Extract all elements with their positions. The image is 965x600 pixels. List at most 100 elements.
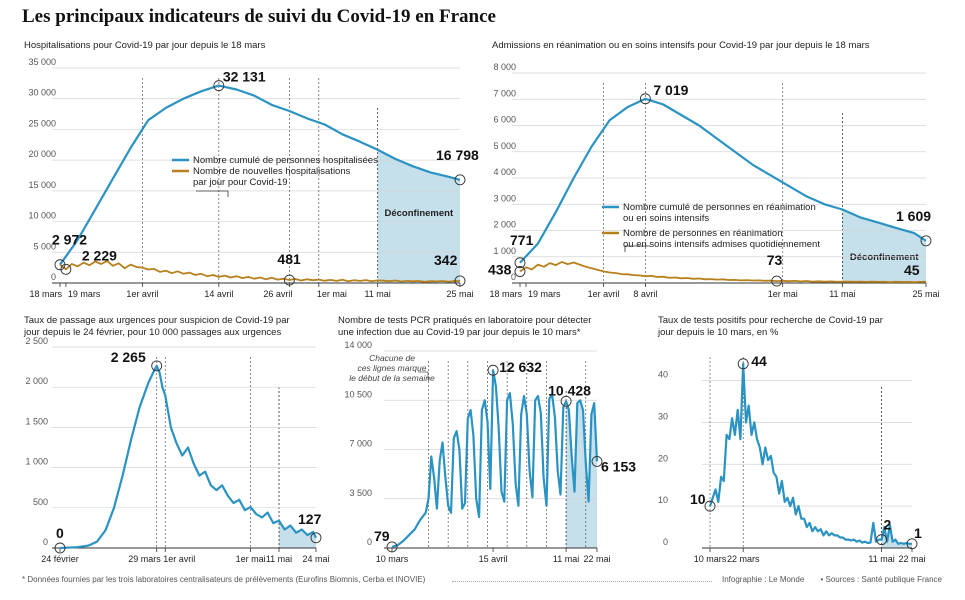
rea-deconfinement-area — [842, 209, 926, 283]
pcr-callout-label: 12 632 — [499, 359, 542, 375]
rea-xtick-label: 18 mars — [489, 289, 522, 299]
footer-credit: Infographie : Le Monde — [722, 575, 805, 584]
pos-ytick-label: 40 — [658, 370, 668, 380]
hosp-series-line-0 — [59, 84, 461, 266]
rea-callout-label: 1 609 — [896, 208, 931, 224]
rea-callout-ring — [771, 275, 783, 287]
rea-callout-label: 73 — [767, 252, 783, 268]
hosp-xtick-label: 1er mai — [317, 289, 347, 299]
urg-xtick-label: 1er mai — [236, 554, 266, 564]
hosp-xtick-label: 26 avril — [263, 289, 292, 299]
pos-ytick-label: 20 — [658, 453, 668, 463]
footer-divider — [452, 581, 712, 582]
rea-legend-pointer — [624, 245, 650, 252]
pcr-callout-ring — [386, 541, 398, 553]
hosp-ytick-label: 20 000 — [28, 149, 56, 159]
hosp-callout-label: 342 — [434, 252, 458, 268]
urg-ytick-label: 1 500 — [25, 416, 48, 426]
rea-ytick-label: 3 000 — [493, 193, 516, 203]
rea-xtick-label: 19 mars — [528, 289, 561, 299]
urg-ytick-label: 500 — [33, 497, 48, 507]
hosp-ytick-label: 35 000 — [28, 57, 56, 67]
pcr-callout-label: 79 — [374, 528, 390, 544]
pcr-note-line: le début de la semaine — [349, 373, 435, 383]
urg-xtick-label: 11 mai — [266, 554, 292, 564]
rea-xtick-label: 1er mai — [768, 289, 798, 299]
pos-xtick-label: 11 mai — [868, 554, 894, 564]
rea-callout-label: 771 — [510, 232, 534, 248]
urg-ytick-label: 0 — [43, 537, 48, 547]
footer: * Données fournies par les trois laborat… — [22, 575, 942, 587]
pcr-ytick-label: 7 000 — [349, 439, 372, 449]
urg-callout-label: 127 — [298, 511, 322, 527]
pos-xtick-label: 10 mars — [694, 554, 727, 564]
pos-callout-ring — [906, 538, 918, 550]
hosp-legend-pointer — [196, 190, 229, 197]
pos-callout-ring — [737, 358, 749, 370]
urg-xtick-label: 29 mars — [128, 554, 161, 564]
pcr-callout-ring — [487, 364, 499, 376]
pcr-series-line-0 — [391, 369, 599, 548]
rea-deconfinement-label: Déconfinement — [850, 252, 919, 263]
hosp-ytick-label: 30 000 — [28, 88, 56, 98]
pcr-xtick-label: 15 avril — [479, 554, 508, 564]
pcr-callout-label: 10 428 — [548, 382, 591, 398]
rea-legend-label: ou en soins intensifs — [623, 213, 709, 224]
hosp-callout-ring — [283, 274, 295, 286]
hosp-callout-label: 16 798 — [436, 147, 479, 163]
rea-series-line-1 — [519, 261, 927, 283]
rea-ytick-label: 0 — [511, 272, 516, 282]
urg-callout-label: 2 265 — [111, 349, 146, 365]
pcr-deconfinement-area — [566, 400, 597, 548]
hosp-xtick-label: 1er avril — [126, 289, 158, 299]
hosp-ytick-label: 0 — [51, 272, 56, 282]
urg-callout-ring — [54, 542, 66, 554]
pcr-ytick-label: 10 500 — [344, 389, 372, 399]
hosp-legend-label: Nombre de nouvelles hospitalisations — [193, 166, 351, 177]
hosp-callout-ring — [454, 174, 466, 186]
hosp-xtick-label: 11 mai — [364, 289, 390, 299]
urg-callout-label: 0 — [56, 525, 64, 541]
rea-xtick-label: 11 mai — [829, 289, 855, 299]
pcr-xtick-label: 22 mai — [583, 554, 610, 564]
pcr-xtick-label: 10 mars — [376, 554, 409, 564]
hosp-ytick-label: 15 000 — [28, 180, 56, 190]
rea-legend-label: Nombre cumulé de personnes en réanimatio… — [623, 202, 816, 213]
pos-callout-ring — [704, 500, 716, 512]
rea-callout-label: 7 019 — [653, 82, 688, 98]
pos-ytick-label: 0 — [663, 537, 668, 547]
pos-panel-title: Taux de tests positifs pour recherche de… — [658, 315, 883, 338]
rea-legend-label: ou en soins intensifs admises quotidienn… — [623, 239, 820, 250]
pos-series-line-0 — [708, 362, 912, 545]
urg-series-line-0 — [59, 364, 317, 550]
rea-ytick-label: 1 000 — [493, 246, 516, 256]
rea-ytick-label: 5 000 — [493, 141, 516, 151]
urg-xtick-label: 1er avril — [163, 554, 195, 564]
pos-ytick-label: 10 — [658, 495, 668, 505]
rea-ytick-label: 7 000 — [493, 88, 516, 98]
rea-callout-ring — [920, 235, 932, 247]
rea-callout-ring — [514, 257, 526, 269]
hosp-deconfinement-area — [377, 149, 460, 283]
rea-callout-label: 438 — [488, 262, 512, 278]
rea-series-line-0 — [519, 97, 927, 264]
pos-callout-label: 1 — [914, 525, 922, 541]
hosp-xtick-label: 18 mars — [29, 289, 62, 299]
hosp-callout-ring — [454, 275, 466, 287]
hosp-callout-ring — [60, 263, 72, 275]
hosp-ytick-label: 25 000 — [28, 118, 56, 128]
pos-callout-ring — [876, 534, 888, 546]
rea-callout-label: 45 — [904, 262, 920, 278]
pos-xtick-label: 22 mai — [898, 554, 925, 564]
pcr-ytick-label: 14 000 — [344, 340, 372, 350]
hosp-callout-label: 2 972 — [52, 232, 87, 248]
rea-xtick-label: 25 mai — [912, 289, 939, 299]
hosp-xtick-label: 19 mars — [68, 289, 101, 299]
pcr-ytick-label: 3 500 — [349, 488, 372, 498]
hosp-legend-label: Nombre cumulé de personnes hospitalisées — [193, 155, 378, 166]
rea-panel-title: Admissions en réanimation ou en soins in… — [492, 40, 870, 51]
urg-callout-ring — [310, 532, 322, 544]
hosp-callout-ring — [213, 80, 225, 92]
pcr-panel-title: Nombre de tests PCR pratiqués en laborat… — [338, 315, 592, 338]
